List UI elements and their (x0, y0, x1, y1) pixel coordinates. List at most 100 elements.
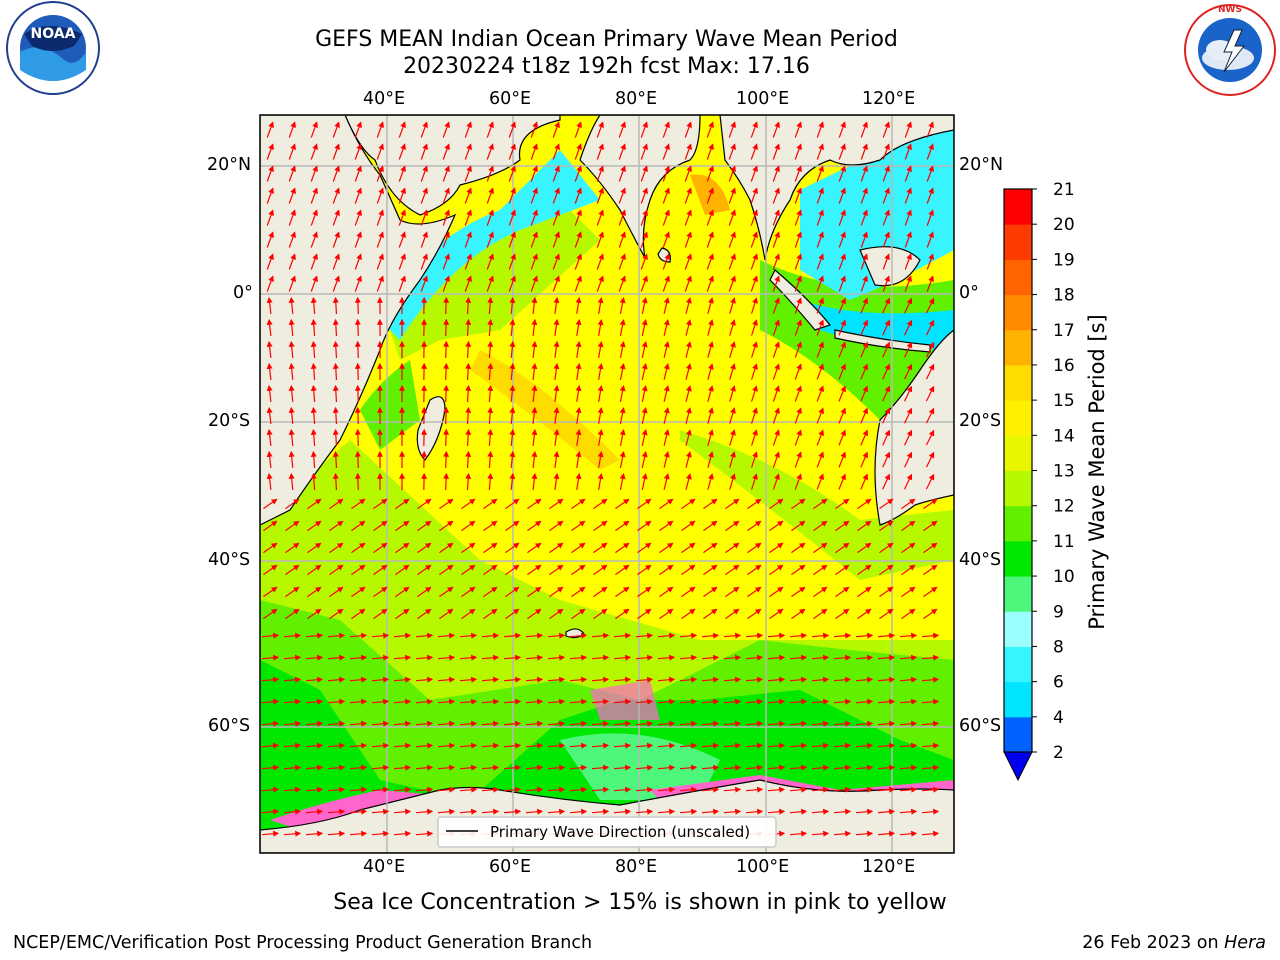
lon-tick-bottom-60e: 60°E (489, 857, 532, 877)
wave-arrow (393, 808, 412, 815)
wave-arrow (855, 742, 874, 749)
wave-arrow (395, 586, 410, 598)
wave-arrow (393, 654, 412, 661)
wave-arrow (901, 586, 916, 598)
wave-arrow (855, 698, 874, 705)
wave-arrow (679, 632, 698, 639)
wave-arrow (679, 654, 698, 661)
wave-arrow (283, 654, 302, 661)
wave-arrow (706, 143, 714, 160)
lat-tick-right-20n: 20°N (959, 155, 1004, 175)
wave-arrow (637, 586, 652, 598)
wave-arrow (354, 362, 361, 381)
wave-arrow (860, 297, 869, 314)
wave-arrow (398, 209, 406, 226)
wave-arrow (618, 275, 626, 292)
wave-arrow (553, 318, 560, 337)
wave-arrow (707, 407, 714, 424)
wave-arrow (261, 654, 280, 661)
wave-arrow (838, 385, 846, 402)
wave-arrow (569, 632, 588, 639)
wave-arrow (530, 275, 538, 292)
wave-arrow (657, 632, 676, 639)
wave-arrow (393, 830, 412, 837)
wave-arrow (310, 253, 318, 270)
wave-arrow (575, 428, 582, 446)
wave-arrow (596, 209, 604, 226)
wave-arrow (465, 318, 472, 337)
wave-arrow (483, 520, 498, 532)
wave-arrow (925, 429, 935, 446)
wave-arrow (481, 786, 500, 793)
wave-arrow (877, 742, 896, 749)
wave-arrow (707, 429, 714, 446)
wave-arrow (750, 473, 758, 490)
wave-arrow (305, 720, 324, 727)
wave-arrow (349, 720, 368, 727)
wave-arrow (547, 808, 566, 815)
lon-tick-bottom-100e: 100°E (736, 857, 790, 877)
wave-arrow (552, 143, 560, 160)
wave-arrow (597, 362, 604, 380)
wave-arrow (332, 340, 339, 359)
wave-arrow (307, 608, 322, 620)
wave-arrow (415, 720, 434, 727)
wave-arrow (723, 720, 742, 727)
wave-arrow (618, 165, 626, 182)
wave-arrow (923, 520, 938, 532)
wave-arrow (729, 319, 736, 336)
wave-arrow (663, 297, 670, 314)
wave-arrow (613, 632, 632, 639)
colorbar-segment (1004, 189, 1032, 225)
wave-arrow (882, 341, 891, 358)
wave-arrow (398, 253, 406, 270)
wave-arrow (569, 698, 588, 705)
wave-arrow (728, 231, 736, 248)
wave-arrow (332, 165, 340, 182)
wave-arrow (767, 720, 786, 727)
wave-arrow (530, 231, 538, 248)
wave-arrow (703, 608, 718, 620)
wave-arrow (547, 632, 566, 639)
wave-arrow (860, 143, 868, 160)
wave-arrow (349, 808, 368, 815)
wave-arrow (635, 632, 654, 639)
lat-tick-right-20s: 20°S (959, 411, 1002, 431)
wave-arrow (723, 808, 742, 815)
wave-arrow (310, 362, 317, 381)
wave-arrow (706, 275, 714, 292)
wave-arrow (729, 451, 736, 468)
wave-arrow (791, 564, 806, 576)
colorbar-segment (1004, 400, 1032, 436)
wave-arrow (637, 608, 652, 620)
footer-date: 26 Feb 2023 on Hera (1082, 933, 1266, 953)
footer-date-text: 26 Feb 2023 on (1082, 933, 1225, 953)
wave-arrow (553, 384, 560, 403)
wave-arrow (835, 586, 850, 598)
wave-arrow (835, 608, 850, 620)
wave-arrow (926, 275, 934, 292)
wave-arrow (505, 520, 520, 532)
wave-arrow (767, 808, 786, 815)
wave-arrow (772, 407, 780, 424)
wave-arrow (307, 564, 322, 576)
wave-arrow (684, 275, 692, 292)
wave-arrow (789, 742, 808, 749)
wave-arrow (443, 296, 450, 315)
wave-arrow (904, 363, 913, 380)
wave-arrow (525, 764, 544, 771)
wave-arrow (685, 473, 692, 490)
wave-arrow (327, 786, 346, 793)
wave-arrow (745, 786, 764, 793)
wave-arrow (525, 720, 544, 727)
wave-arrow (415, 632, 434, 639)
wave-arrow (816, 429, 824, 446)
noaa-logo-text: NOAA (31, 26, 76, 42)
wave-arrow (860, 341, 869, 358)
wave-arrow (487, 450, 494, 469)
wave-arrow (882, 209, 890, 226)
wave-arrow (591, 786, 610, 793)
wave-arrow (619, 450, 626, 468)
wave-arrow (794, 165, 802, 182)
wave-arrow (332, 450, 339, 469)
